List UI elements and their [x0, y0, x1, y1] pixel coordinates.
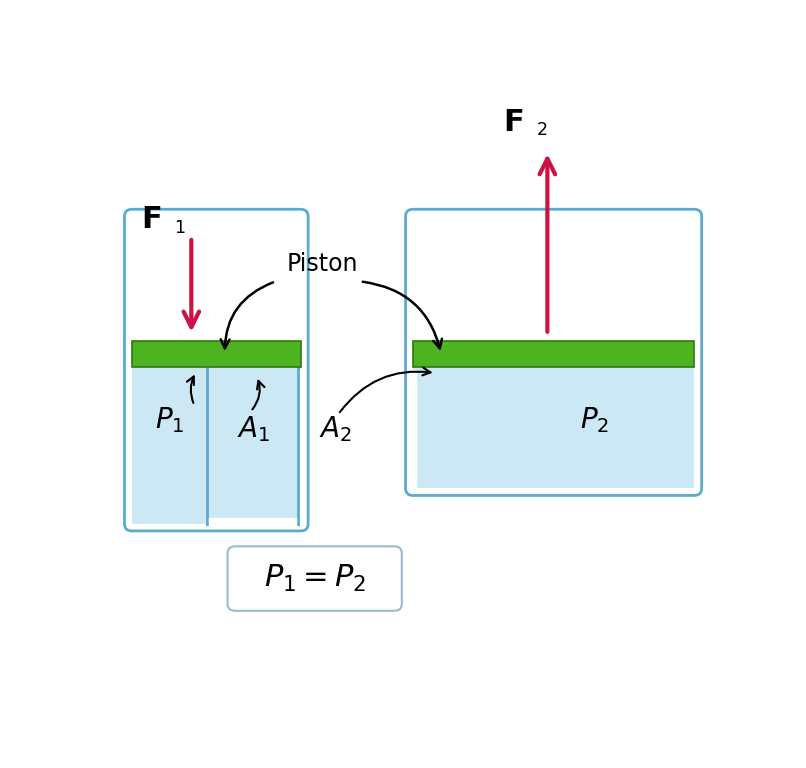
- Text: $\mathbf{F}$: $\mathbf{F}$: [140, 205, 161, 234]
- Text: $P_1 = P_2$: $P_1 = P_2$: [264, 563, 366, 594]
- Text: $P_2$: $P_2$: [580, 406, 609, 435]
- Text: $_1$: $_1$: [174, 212, 185, 236]
- Text: $_2$: $_2$: [536, 114, 548, 138]
- Text: $P_1$: $P_1$: [155, 406, 184, 435]
- Text: $A_1$: $A_1$: [237, 414, 270, 444]
- Text: $A_2$: $A_2$: [318, 414, 351, 444]
- FancyBboxPatch shape: [227, 546, 402, 611]
- Text: $\mathbf{F}$: $\mathbf{F}$: [503, 108, 523, 137]
- Bar: [413, 340, 694, 367]
- Polygon shape: [207, 367, 297, 524]
- Polygon shape: [132, 367, 301, 524]
- Text: Piston: Piston: [287, 252, 358, 276]
- Bar: [132, 340, 301, 367]
- Polygon shape: [413, 367, 694, 488]
